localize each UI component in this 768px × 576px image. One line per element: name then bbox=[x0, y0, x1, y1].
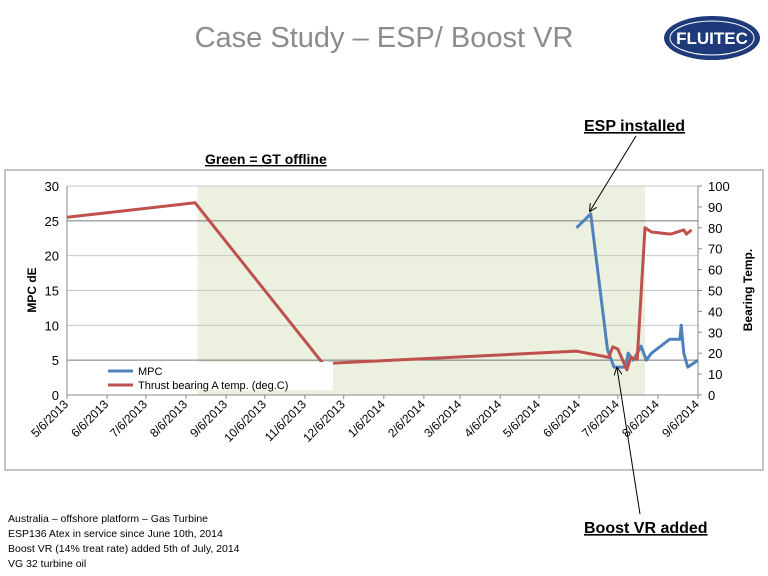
y-tick-label: 10 bbox=[45, 318, 59, 333]
y2-tick-label: 50 bbox=[708, 284, 722, 299]
slide-title: Case Study – ESP/ Boost VR bbox=[194, 22, 574, 54]
svg-text:FLUITEC: FLUITEC bbox=[676, 29, 748, 48]
y-tick-label: 0 bbox=[52, 388, 59, 403]
note-line: VG 32 turbine oil bbox=[8, 558, 87, 570]
note-line: Boost VR (14% treat rate) added 5th of J… bbox=[8, 543, 240, 555]
y2-tick-label: 10 bbox=[708, 367, 722, 382]
y-tick-label: 15 bbox=[45, 284, 59, 299]
y2-tick-label: 40 bbox=[708, 304, 722, 319]
esp-arrow bbox=[590, 135, 637, 211]
y-tick-label: 5 bbox=[52, 353, 59, 368]
boost-arrow bbox=[617, 368, 641, 515]
fluitec-logo: FLUITEC bbox=[664, 16, 760, 60]
green-note: Green = GT offline bbox=[205, 151, 327, 167]
y2-tick-label: 70 bbox=[708, 242, 722, 257]
boost-vr-added-label: Boost VR added bbox=[584, 520, 708, 537]
y2-axis-title: Bearing Temp. bbox=[741, 249, 755, 331]
y-axis-title: MPC dE bbox=[25, 267, 39, 312]
y-tick-label: 30 bbox=[45, 179, 59, 194]
y2-tick-label: 90 bbox=[708, 200, 722, 215]
legend: MPC Thrust bearing A temp. (deg.C) bbox=[103, 362, 333, 392]
y2-tick-label: 60 bbox=[708, 263, 722, 278]
y2-tick-label: 80 bbox=[708, 221, 722, 236]
notes: Australia – offshore platform – Gas Turb… bbox=[8, 512, 240, 572]
y2-tick-label: 20 bbox=[708, 346, 722, 361]
y-tick-label: 25 bbox=[45, 214, 59, 229]
note-line: ESP136 Atex in service since June 10th, … bbox=[8, 528, 223, 540]
esp-installed-label: ESP installed bbox=[584, 118, 685, 135]
y-tick-label: 20 bbox=[45, 249, 59, 264]
mpc-series-line bbox=[575, 212, 699, 369]
note-line: Australia – offshore platform – Gas Turb… bbox=[8, 513, 208, 525]
thrust-bearing-series-line bbox=[66, 201, 693, 372]
legend-mpc: MPC bbox=[138, 366, 163, 378]
y2-tick-label: 0 bbox=[708, 388, 715, 403]
legend-thrust-bearing: Thrust bearing A temp. (deg.C) bbox=[138, 380, 288, 392]
y2-tick-label: 100 bbox=[708, 179, 730, 194]
y2-tick-label: 30 bbox=[708, 325, 722, 340]
